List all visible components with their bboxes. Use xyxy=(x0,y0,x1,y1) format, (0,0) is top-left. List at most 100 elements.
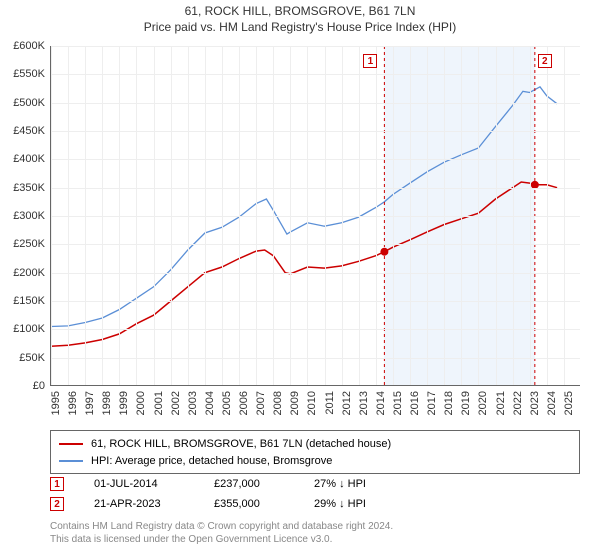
gridline-v xyxy=(376,46,377,385)
gridline-v xyxy=(136,46,137,385)
gridline-v xyxy=(188,46,189,385)
gridline-h xyxy=(51,244,580,245)
footer-line-1: Contains HM Land Registry data © Crown c… xyxy=(50,520,580,533)
ytick-label: £300K xyxy=(13,210,45,222)
xtick-label: 2019 xyxy=(460,391,472,415)
chart: £0£50K£100K£150K£200K£250K£300K£350K£400… xyxy=(50,46,580,386)
transaction-date: 21-APR-2023 xyxy=(94,498,214,510)
gridline-v xyxy=(290,46,291,385)
ytick-label: £100K xyxy=(13,323,45,335)
page-title: 61, ROCK HILL, BROMSGROVE, B61 7LN xyxy=(0,4,600,18)
legend-swatch xyxy=(59,460,83,462)
xtick-label: 2011 xyxy=(324,391,336,415)
ytick-label: £550K xyxy=(13,68,45,80)
ytick-label: £500K xyxy=(13,97,45,109)
gridline-v xyxy=(68,46,69,385)
gridline-h xyxy=(51,103,580,104)
gridline-v xyxy=(478,46,479,385)
gridline-v xyxy=(171,46,172,385)
series-property xyxy=(51,182,557,346)
gridline-v xyxy=(461,46,462,385)
gridline-h xyxy=(51,159,580,160)
ytick-label: £350K xyxy=(13,182,45,194)
xtick-label: 2015 xyxy=(392,391,404,415)
xtick-label: 1998 xyxy=(101,391,113,415)
gridline-v xyxy=(119,46,120,385)
xtick-label: 2021 xyxy=(495,391,507,415)
xtick-label: 2016 xyxy=(409,391,421,415)
gridline-h xyxy=(51,273,580,274)
ytick-label: £50K xyxy=(19,352,45,364)
transaction-date: 01-JUL-2014 xyxy=(94,478,214,490)
page-subtitle: Price paid vs. HM Land Registry's House … xyxy=(0,20,600,34)
gridline-h xyxy=(51,46,580,47)
xtick-label: 2025 xyxy=(563,391,575,415)
gridline-h xyxy=(51,74,580,75)
title-block: 61, ROCK HILL, BROMSGROVE, B61 7LN Price… xyxy=(0,0,600,34)
xtick-label: 2018 xyxy=(443,391,455,415)
transaction-row: 2 21-APR-2023£355,00029% ↓ HPI xyxy=(50,494,580,514)
transaction-price: £237,000 xyxy=(214,478,314,490)
gridline-v xyxy=(205,46,206,385)
xtick-label: 2009 xyxy=(289,391,301,415)
gridline-h xyxy=(51,301,580,302)
xtick-label: 2003 xyxy=(187,391,199,415)
gridline-v xyxy=(359,46,360,385)
xtick-label: 2001 xyxy=(153,391,165,415)
gridline-v xyxy=(154,46,155,385)
marker-dot-1 xyxy=(380,248,388,256)
gridline-v xyxy=(325,46,326,385)
transaction-pct: 27% ↓ HPI xyxy=(314,478,434,490)
gridline-v xyxy=(307,46,308,385)
gridline-v xyxy=(239,46,240,385)
gridline-h xyxy=(51,329,580,330)
gridline-h xyxy=(51,216,580,217)
gridline-v xyxy=(222,46,223,385)
ytick-label: £0 xyxy=(33,380,45,392)
ytick-label: £250K xyxy=(13,238,45,250)
legend-row: 61, ROCK HILL, BROMSGROVE, B61 7LN (deta… xyxy=(59,435,571,452)
xtick-label: 2022 xyxy=(512,391,524,415)
ytick-label: £150K xyxy=(13,295,45,307)
gridline-v xyxy=(273,46,274,385)
gridline-h xyxy=(51,131,580,132)
gridline-v xyxy=(256,46,257,385)
transaction-marker: 1 xyxy=(50,477,64,491)
legend-row: HPI: Average price, detached house, Brom… xyxy=(59,452,571,469)
xtick-label: 2010 xyxy=(306,391,318,415)
xtick-label: 1995 xyxy=(50,391,62,415)
ytick-label: £600K xyxy=(13,40,45,52)
xtick-label: 2008 xyxy=(272,391,284,415)
gridline-v xyxy=(85,46,86,385)
legend-label: HPI: Average price, detached house, Brom… xyxy=(91,455,332,467)
xtick-label: 2007 xyxy=(255,391,267,415)
xtick-label: 2014 xyxy=(375,391,387,415)
xtick-label: 2005 xyxy=(221,391,233,415)
gridline-v xyxy=(102,46,103,385)
xtick-label: 2012 xyxy=(341,391,353,415)
footer-line-2: This data is licensed under the Open Gov… xyxy=(50,533,580,546)
xtick-label: 1999 xyxy=(118,391,130,415)
xtick-label: 2000 xyxy=(135,391,147,415)
xtick-label: 2002 xyxy=(170,391,182,415)
xtick-label: 2013 xyxy=(358,391,370,415)
transaction-price: £355,000 xyxy=(214,498,314,510)
marker-box-2: 2 xyxy=(538,54,552,68)
xtick-label: 2020 xyxy=(477,391,489,415)
xtick-label: 2017 xyxy=(426,391,438,415)
marker-box-1: 1 xyxy=(363,54,377,68)
xtick-label: 1997 xyxy=(84,391,96,415)
ytick-label: £450K xyxy=(13,125,45,137)
legend-label: 61, ROCK HILL, BROMSGROVE, B61 7LN (deta… xyxy=(91,438,391,450)
series-hpi xyxy=(51,87,557,327)
transaction-row: 1 01-JUL-2014£237,00027% ↓ HPI xyxy=(50,474,580,494)
transaction-pct: 29% ↓ HPI xyxy=(314,498,434,510)
gridline-v xyxy=(496,46,497,385)
gridline-v xyxy=(393,46,394,385)
gridline-v xyxy=(513,46,514,385)
ytick-label: £400K xyxy=(13,153,45,165)
xtick-label: 2004 xyxy=(204,391,216,415)
gridline-v xyxy=(530,46,531,385)
transaction-marker: 2 xyxy=(50,497,64,511)
gridline-h xyxy=(51,358,580,359)
